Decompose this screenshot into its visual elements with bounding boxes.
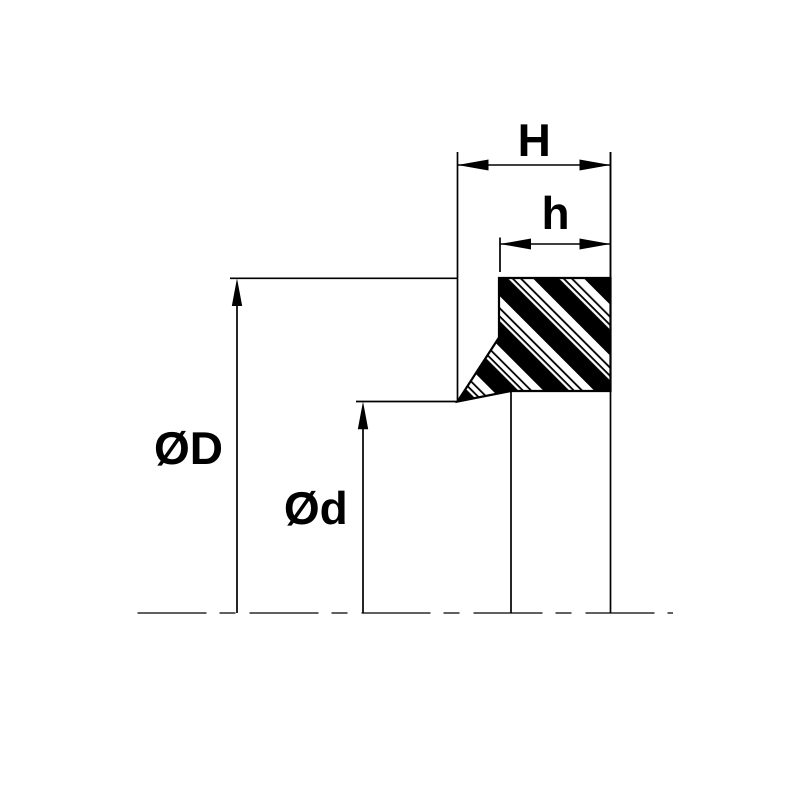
svg-text:Ød: Ød (284, 482, 348, 534)
svg-text:H: H (518, 114, 551, 166)
svg-text:h: h (541, 187, 569, 239)
svg-text:ØD: ØD (154, 422, 223, 474)
